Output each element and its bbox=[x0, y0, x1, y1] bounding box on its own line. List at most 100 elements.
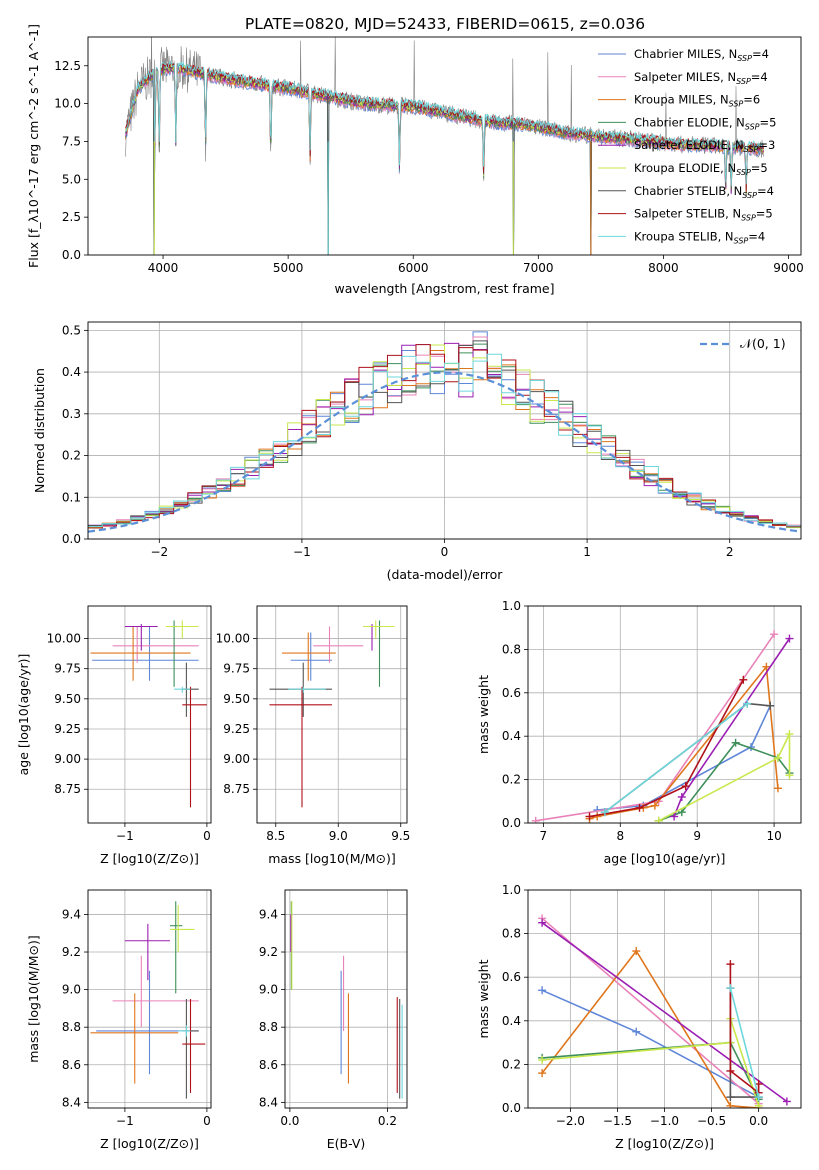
y-tick-label: 9.50 bbox=[54, 692, 81, 706]
y-tick-label: 9.50 bbox=[223, 692, 250, 706]
mass-weight-line bbox=[535, 633, 775, 822]
x-tick-label: 7000 bbox=[523, 261, 554, 275]
legend-label-eq: =3 bbox=[758, 138, 775, 152]
spectrum-panel: 4000 5000 6000 7000 8000 9000 0.0 2.5 5.0 7.5 10.0… bbox=[26, 24, 804, 296]
axes-frame bbox=[87, 36, 802, 256]
legend-label-text: Salpeter STELIB, N bbox=[634, 207, 741, 221]
legend-label: Chabrier ELODIE, NSSP=5 bbox=[634, 115, 776, 131]
y-tick-label: 0.5 bbox=[62, 323, 81, 337]
legend-label-eq: =5 bbox=[760, 115, 777, 129]
y-tick-label: 9.4 bbox=[62, 907, 81, 921]
spectrum-model-line bbox=[125, 66, 764, 197]
x-tick-label: −1 bbox=[293, 545, 311, 559]
y-tick-label: 9.0 bbox=[62, 983, 81, 997]
y-tick-label: 12.5 bbox=[54, 59, 81, 73]
y-tick-label: 9.0 bbox=[259, 983, 278, 997]
y-tick-label: 0.2 bbox=[502, 1057, 521, 1071]
x-tick-label: 6000 bbox=[398, 261, 429, 275]
y-axis-label: mass [log10(M/M⊙)] bbox=[26, 935, 41, 1063]
legend-label-text: Kroupa STELIB, N bbox=[634, 229, 734, 243]
legend-label-sub: SSP bbox=[744, 145, 759, 154]
plot-area bbox=[90, 620, 207, 808]
y-tick-label: 8.4 bbox=[62, 1095, 81, 1109]
mass-weight-line bbox=[604, 702, 748, 813]
y-tick-label: 8.8 bbox=[259, 1020, 278, 1034]
legend-label-eq: =4 bbox=[751, 70, 768, 84]
x-axis-label: Z [log10(Z/Z⊙)] bbox=[100, 851, 199, 866]
y-tick-label: 0.0 bbox=[502, 1101, 521, 1115]
y-tick-label: 0.2 bbox=[502, 773, 521, 787]
y-tick-label: 9.75 bbox=[54, 662, 81, 676]
x-tick-label: 8.5 bbox=[266, 829, 285, 843]
plot-area bbox=[269, 620, 395, 808]
x-tick-label: 5000 bbox=[273, 261, 304, 275]
legend-label-eq: =5 bbox=[756, 207, 773, 221]
x-axis-label: Z [log10(Z/Z⊙)] bbox=[615, 1136, 714, 1151]
x-tick-label: 9.0 bbox=[329, 829, 348, 843]
x-tick-label: 0 bbox=[203, 1114, 211, 1128]
axes-frame bbox=[284, 889, 408, 1109]
x-tick-label: 10 bbox=[766, 829, 781, 843]
legend-label: Salpeter STELIB, NSSP=5 bbox=[634, 207, 773, 223]
y-tick-label: 9.2 bbox=[62, 945, 81, 959]
x-axis-label: Z [log10(Z/Z⊙)] bbox=[100, 1136, 199, 1151]
plot-area bbox=[290, 901, 403, 1099]
y-axis-label: mass weight bbox=[476, 675, 491, 754]
x-tick-label: 9 bbox=[693, 829, 701, 843]
legend-label: Kroupa ELODIE, NSSP=5 bbox=[634, 161, 768, 177]
mass-weight-line bbox=[604, 702, 771, 813]
x-tick-label: −1.0 bbox=[650, 1114, 679, 1128]
legend-label: Salpeter ELODIE, NSSP=3 bbox=[634, 138, 775, 154]
y-tick-label: 10.00 bbox=[216, 632, 250, 646]
legend-label: Kroupa MILES, NSSP=6 bbox=[634, 93, 760, 109]
legend-label-sub: SSP bbox=[742, 191, 757, 200]
legend-label-text: Kroupa MILES, N bbox=[634, 93, 729, 107]
y-tick-label: 0.8 bbox=[502, 927, 521, 941]
y-tick-label: 8.75 bbox=[54, 782, 81, 796]
x-tick-label: 0 bbox=[441, 545, 449, 559]
mass-weight-line bbox=[542, 1041, 760, 1100]
mass-weight-vs-metallicity-panel: −2.0 −1.5 −1.0 −0.5 0.0 0.0 0.2 0.4 0.6 0.8 1.0 Z [… bbox=[476, 883, 802, 1151]
plot-area bbox=[531, 630, 794, 823]
mass-weight-line bbox=[541, 949, 759, 1108]
y-tick-label: 7.5 bbox=[62, 134, 81, 148]
mass-weight-line bbox=[589, 664, 779, 820]
plot-area bbox=[88, 331, 801, 539]
axes-frame bbox=[527, 605, 802, 824]
x-tick-label: 7 bbox=[540, 829, 548, 843]
y-axis-label: Flux [f_λ10^-17 erg cm^-2 s^-1 A^-1] bbox=[26, 24, 41, 268]
x-tick-label: 2 bbox=[726, 545, 734, 559]
x-tick-label: 0.0 bbox=[749, 1114, 768, 1128]
y-tick-label: 9.25 bbox=[223, 722, 250, 736]
y-tick-label: 9.4 bbox=[259, 907, 278, 921]
y-tick-label: 8.75 bbox=[223, 782, 250, 796]
y-tick-label: 0.0 bbox=[62, 532, 81, 546]
y-tick-label: 10.0 bbox=[54, 97, 81, 111]
y-tick-label: 10.00 bbox=[47, 632, 81, 646]
y-tick-label: 0.6 bbox=[502, 970, 521, 984]
x-axis-label: (data-model)/error bbox=[387, 567, 504, 582]
plot-area bbox=[538, 914, 791, 1108]
figure-title: PLATE=0820, MJD=52433, FIBERID=0615, z=0… bbox=[245, 15, 645, 33]
age-vs-mass-panel: 8.5 9.0 9.5 8.75 9.00 9.25 9.50 9.75 10.00 mass [… bbox=[216, 605, 410, 866]
legend-label-text: Salpeter MILES, N bbox=[634, 70, 736, 84]
y-tick-label: 9.25 bbox=[54, 722, 81, 736]
legend-label-sub: SSP bbox=[736, 77, 751, 86]
spectrum-model-line bbox=[125, 60, 764, 187]
x-tick-label: −2 bbox=[150, 545, 168, 559]
legend-label: Kroupa STELIB, NSSP=4 bbox=[634, 229, 765, 245]
y-tick-label: 0.4 bbox=[502, 1014, 521, 1028]
x-tick-label: 8000 bbox=[648, 261, 679, 275]
residual-histogram-panel: −2 −1 0 1 2 0.0 0.1 0.2 0.3 0.4 0.5 (data-model)/er… bbox=[32, 321, 802, 582]
legend-label-eq: =4 bbox=[752, 47, 769, 61]
legend-label-text: Chabrier ELODIE, N bbox=[634, 115, 745, 129]
legend-label-eq: =4 bbox=[748, 229, 765, 243]
legend-label-sub: SSP bbox=[729, 100, 744, 109]
mass-weight-line bbox=[729, 987, 760, 1098]
x-tick-label: 0.2 bbox=[378, 1114, 397, 1128]
mass-weight-line bbox=[589, 679, 745, 818]
x-tick-label: −0.5 bbox=[697, 1114, 726, 1128]
x-axis-label: mass [log10(M/M⊙)] bbox=[268, 851, 396, 866]
x-tick-label: 8 bbox=[616, 829, 624, 843]
